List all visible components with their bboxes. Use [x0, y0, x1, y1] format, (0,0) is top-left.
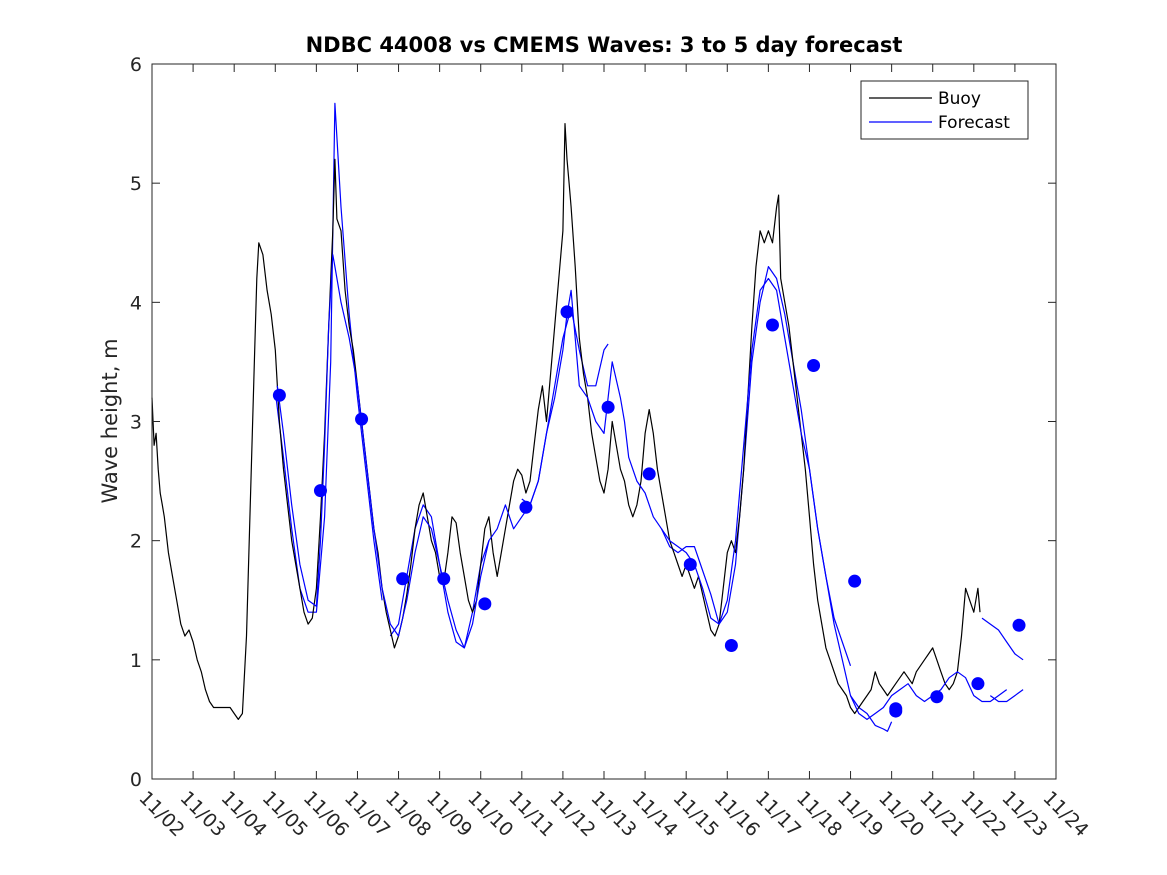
forecast-marker-7 — [560, 305, 574, 319]
marker-layer — [272, 305, 1026, 718]
y-tick-label: 4 — [130, 292, 142, 314]
forecast-marker-19 — [1012, 618, 1026, 632]
forecast-run-line-0 — [274, 102, 383, 613]
y-tick-label: 3 — [130, 412, 142, 434]
y-tick-label: 0 — [130, 769, 142, 791]
y-axis-label: Wave height, m — [98, 338, 122, 503]
forecast-marker-11 — [724, 639, 738, 653]
series-layer — [151, 102, 1024, 732]
y-tick-label: 2 — [130, 531, 142, 553]
forecast-marker-18 — [971, 677, 985, 691]
forecast-marker-9 — [642, 467, 656, 481]
forecast-marker-12 — [765, 318, 779, 332]
forecast-marker-4 — [437, 572, 451, 586]
forecast-marker-13 — [807, 358, 821, 372]
buoy-series-line — [151, 123, 981, 720]
legend-buoy-label: Buoy — [938, 89, 981, 109]
forecast-marker-14 — [848, 574, 862, 588]
plot-background — [152, 64, 1056, 779]
forecast-marker-5 — [478, 597, 492, 611]
legend-box — [860, 80, 1029, 140]
forecast-marker-8 — [601, 400, 615, 414]
y-tick-label: 6 — [130, 54, 142, 76]
forecast-marker-10 — [683, 558, 697, 571]
y-ticks: 0 1 2 3 4 5 6 — [130, 54, 1056, 791]
chart-title: NDBC 44008 vs CMEMS Waves: 3 to 5 day fo… — [306, 33, 903, 57]
forecast-marker-17 — [930, 690, 944, 704]
legend: Buoy Forecast — [860, 80, 1029, 140]
forecast-marker-6 — [519, 500, 533, 514]
forecast-run-line-6 — [989, 689, 1024, 703]
forecast-marker-16 — [889, 704, 903, 718]
forecast-marker-3 — [396, 572, 410, 586]
forecast-run-line-5 — [981, 617, 1024, 661]
y-tick-label: 5 — [130, 173, 142, 195]
y-tick-label: 1 — [130, 650, 142, 672]
legend-forecast-label: Forecast — [938, 113, 1010, 133]
forecast-marker-1 — [313, 484, 327, 498]
forecast-marker-2 — [355, 412, 369, 426]
forecast-marker-0 — [272, 388, 286, 402]
forecast-series-line — [276, 254, 1008, 720]
